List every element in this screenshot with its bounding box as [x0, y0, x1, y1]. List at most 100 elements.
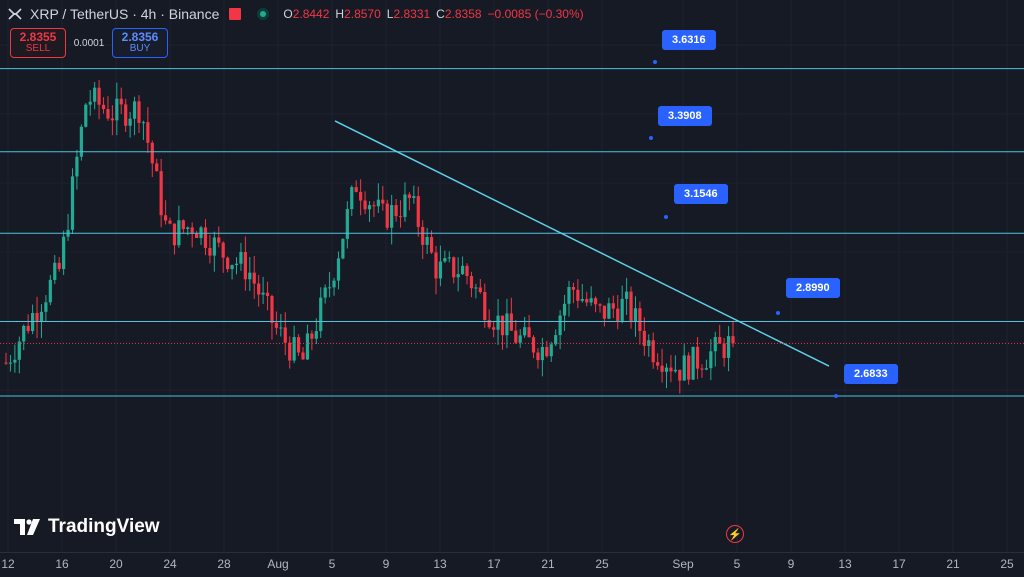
candle-body — [39, 311, 44, 322]
candle-body — [345, 209, 349, 239]
candle-body — [341, 238, 345, 259]
candle-body — [651, 340, 655, 363]
candle-body — [390, 205, 394, 228]
tradingview-logo[interactable]: TradingView — [14, 516, 160, 538]
candle-body — [328, 287, 332, 289]
candle-body — [172, 223, 177, 246]
market-status-icon[interactable] — [257, 8, 270, 20]
candle-body — [177, 220, 181, 246]
time-axis-label: 13 — [433, 557, 447, 571]
candle-body — [310, 333, 314, 339]
level-tag-1[interactable]: 3.6316 — [662, 30, 716, 50]
candle-body — [496, 315, 500, 330]
level-tag-4[interactable]: 2.8990 — [786, 278, 840, 298]
time-axis[interactable]: 12 16 20 24 28 Aug 5 9 13 17 21 25 Sep 5 9 13 17 21 25 — [0, 552, 1024, 577]
level-tag-3[interactable]: 3.1546 — [674, 184, 728, 204]
candle-body — [239, 252, 243, 264]
symbol-title[interactable]: XRP / TetherUS · 4h · Binance — [30, 6, 220, 22]
candle-body — [611, 303, 615, 309]
candle-body — [292, 337, 296, 361]
candle-body — [726, 336, 731, 358]
candle-body — [101, 104, 106, 110]
candle-body — [168, 220, 172, 224]
candle-body — [589, 298, 593, 303]
time-axis-label: 25 — [1000, 557, 1014, 571]
candles — [4, 80, 735, 394]
candle-body — [398, 216, 403, 218]
time-axis-label: 13 — [838, 557, 852, 571]
candle-body — [354, 187, 358, 192]
candle-body — [509, 313, 513, 331]
candle-body — [26, 325, 30, 332]
candle-body — [48, 279, 52, 303]
candle-body — [687, 355, 691, 380]
sell-button[interactable]: 2.8355 SELL — [10, 28, 66, 58]
level-tag-anchor — [664, 215, 668, 219]
price-chart[interactable] — [0, 0, 1024, 552]
candle-body — [199, 227, 203, 238]
candle-body — [576, 289, 580, 301]
spread-value: 0.0001 — [73, 37, 105, 49]
candle-body — [305, 333, 310, 360]
candle-body — [709, 351, 713, 369]
buy-button[interactable]: 2.8356 BUY — [112, 28, 168, 58]
time-axis-label: 9 — [382, 557, 390, 571]
candle-body — [274, 322, 279, 328]
candle-body — [372, 205, 376, 207]
candle-body — [181, 220, 185, 229]
candle-body — [106, 109, 110, 119]
candle-body — [97, 87, 101, 105]
lightning-icon[interactable]: ⚡ — [726, 525, 744, 543]
candle-body — [478, 287, 482, 293]
candle-body — [438, 261, 443, 279]
candle-body — [381, 199, 385, 204]
candle-body — [585, 299, 589, 303]
candle-body — [434, 252, 438, 279]
candle-body — [146, 122, 150, 143]
candle-body — [394, 205, 398, 217]
candle-body — [132, 101, 137, 119]
candle-body — [221, 242, 225, 258]
trade-panel: 2.8355 SELL 0.0001 2.8356 BUY — [10, 28, 168, 58]
level-tag-anchor — [649, 136, 653, 140]
candle-body — [283, 327, 287, 343]
candle-body — [314, 331, 318, 339]
candle-body — [350, 187, 354, 210]
candle-body — [403, 194, 407, 217]
candle-body — [540, 346, 544, 361]
candle-body — [558, 315, 562, 336]
candle-body — [607, 303, 611, 319]
candle-body — [62, 236, 66, 270]
candle-body — [115, 98, 119, 121]
time-axis-label: 24 — [163, 557, 177, 571]
candle-body — [571, 286, 576, 290]
candle-body — [8, 362, 13, 364]
time-axis-label: 28 — [217, 557, 231, 571]
candle-body — [248, 272, 252, 280]
candle-body — [93, 87, 97, 102]
candle-body — [656, 362, 660, 366]
time-axis-label: 21 — [541, 557, 555, 571]
level-tag-2[interactable]: 3.3908 — [658, 106, 712, 126]
candle-body — [678, 369, 682, 381]
candle-body — [598, 304, 602, 306]
ohlc-values: O2.8442 H2.8570 L2.8331 C2.8358 −0.0085 … — [283, 7, 584, 21]
candle-body — [230, 265, 234, 270]
candle-body — [13, 359, 17, 363]
level-tag-5[interactable]: 2.6833 — [844, 364, 898, 384]
candle-body — [492, 327, 496, 330]
candle-body — [163, 215, 168, 221]
candle-body — [79, 126, 83, 157]
level-tag-anchor — [776, 311, 780, 315]
candle-body — [700, 368, 704, 370]
candle-body — [17, 341, 21, 360]
candle-body — [155, 163, 159, 172]
candle-body — [664, 367, 669, 372]
flag-icon[interactable] — [229, 8, 242, 20]
candle-body — [124, 104, 128, 126]
candle-body — [625, 291, 629, 299]
time-axis-label: Aug — [267, 557, 289, 571]
candle-body — [682, 355, 686, 381]
descending-trendline[interactable] — [334, 120, 830, 367]
candle-body — [53, 262, 57, 280]
